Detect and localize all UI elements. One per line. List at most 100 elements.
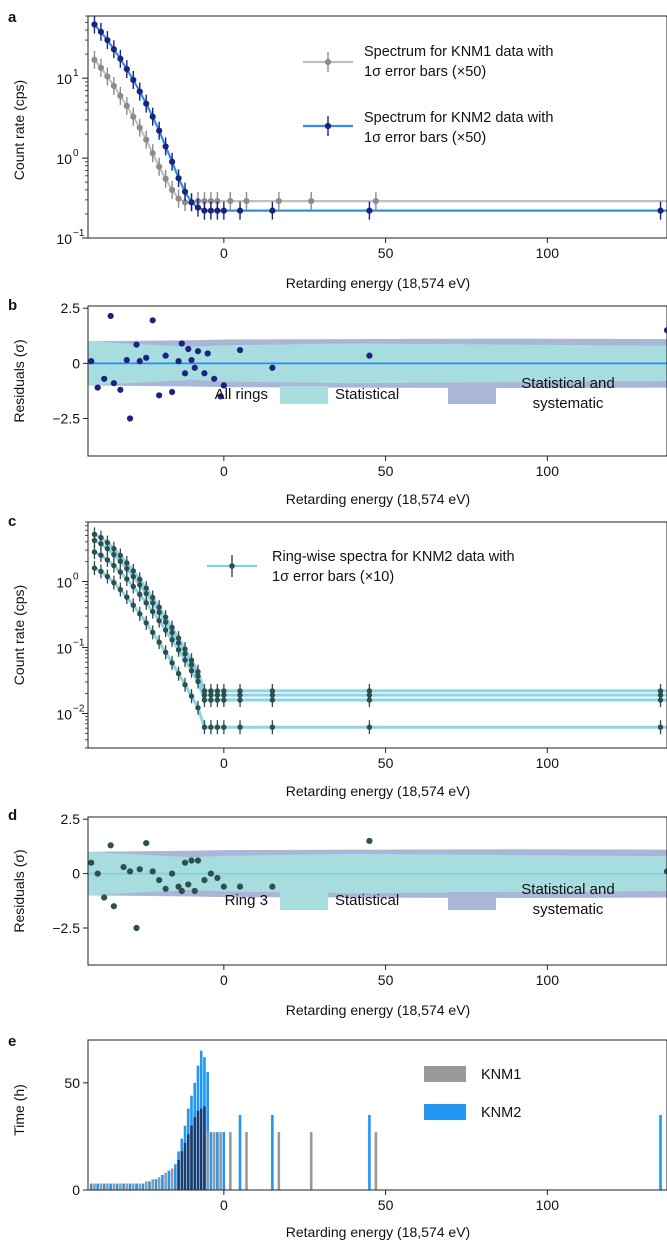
knm2-data-point [130,76,137,84]
knm1-data-point [104,73,111,80]
knm2-bar [154,1179,158,1190]
x-tick-label: 0 [220,1197,228,1213]
residual-point [133,341,140,348]
y-tick-label: 0 [72,355,80,371]
knm2-data-point [207,207,215,214]
residual-point [94,870,101,877]
y-axis-label: Residuals (σ) [11,849,27,932]
ring-data-point [162,619,169,625]
residual-point [191,887,198,895]
x-axis-label: Retarding energy (18,574 eV) [286,1002,470,1018]
y-tick-label-exponent: 1 [73,68,79,79]
residual-point [188,356,195,364]
ring-data-point [91,537,98,544]
y-tick-label: −2.5 [52,920,80,936]
legend-label: Statistical and [521,375,614,392]
y-tick-label-base: 10 [56,71,72,87]
panel-letter: e [8,1033,16,1050]
ring-data-point [91,565,98,571]
knm1-data-point [143,136,150,143]
residual-point [217,393,224,400]
residual-point [133,924,140,932]
knm1-bar [277,1132,281,1190]
knm2-bar [148,1181,151,1190]
x-axis-label: Retarding energy (18,574 eV) [286,783,470,799]
ring-data-point [104,557,111,563]
legend-statistical-swatch [280,386,328,404]
knm1-bar [190,1125,193,1190]
knm1-data-point [175,195,182,202]
y-tick-label-base: 10 [56,231,72,247]
ring-data-point [98,568,104,575]
y-axis-label: Count rate (cps) [11,80,27,180]
knm1-data-point [214,197,221,205]
knm2-data-point [236,207,244,214]
knm2-bar [135,1183,138,1190]
y-tick-label-base: 10 [56,641,72,657]
knm1-bar [93,1183,96,1190]
knm2-data-point [110,46,117,53]
knm1-data-point [275,197,282,205]
residual-point [269,364,276,371]
residual-point [185,345,192,353]
x-tick-label: 0 [220,463,228,479]
knm2-bar [167,1170,171,1190]
residual-point [143,354,150,361]
knm2-bar [141,1183,145,1190]
ring-data-point [237,697,243,703]
x-tick-label: 100 [536,463,560,479]
y-tick-label: 2.5 [61,300,81,316]
ring-data-point [143,620,149,626]
residual-point [214,874,221,882]
residual-point [269,883,276,890]
knm2-data-point [143,100,150,107]
legend-systematic-swatch [448,386,496,404]
knm2-data-point [156,127,163,134]
legend-systematic-swatch [448,892,496,910]
ring-data-point [111,562,117,569]
residual-point [136,358,143,365]
ring-data-point [188,667,195,674]
ring-data-point [366,724,373,730]
y-tick-label: 0 [72,1182,80,1198]
ring-data-point [98,552,104,558]
x-tick-label: 100 [536,245,560,261]
knm1-data-point [308,197,315,205]
plot-frame [87,1039,667,1191]
knm2-bar [128,1183,132,1190]
knm1-bar [203,1106,206,1190]
legend-label: systematic [533,901,604,918]
residual-point [178,340,185,347]
residual-point [123,356,130,364]
knm2-bar [89,1183,93,1190]
legend-label: All rings [215,386,268,403]
residual-point [220,382,227,389]
knm1-bar [193,1117,197,1190]
knm1-bar [229,1132,232,1190]
residual-point [162,352,169,359]
ring-data-point [195,678,201,685]
knm1-data-point [91,56,98,63]
residual-point [107,842,114,849]
knm2-bar [209,1132,213,1190]
legend-label: KNM1 [481,1067,521,1083]
x-tick-label: 0 [220,245,228,261]
residual-point [175,358,182,365]
ring-data-point [182,682,188,688]
ring-data-point [149,600,156,606]
ring-data-point [269,724,276,730]
residual-point [185,881,192,888]
y-axis-label: Count rate (cps) [11,585,27,685]
knm1-bar [180,1151,184,1190]
knm2-data-point [104,36,111,44]
knm1-bar [157,1177,161,1190]
ring-data-point [208,697,214,703]
plot-frame [87,521,667,749]
knm2-bar [659,1115,662,1190]
residual-point [236,883,244,890]
residual-point [207,870,215,877]
knm2-data-point [269,207,276,214]
knm2-bar [96,1183,100,1190]
ring-data-point [657,724,664,730]
